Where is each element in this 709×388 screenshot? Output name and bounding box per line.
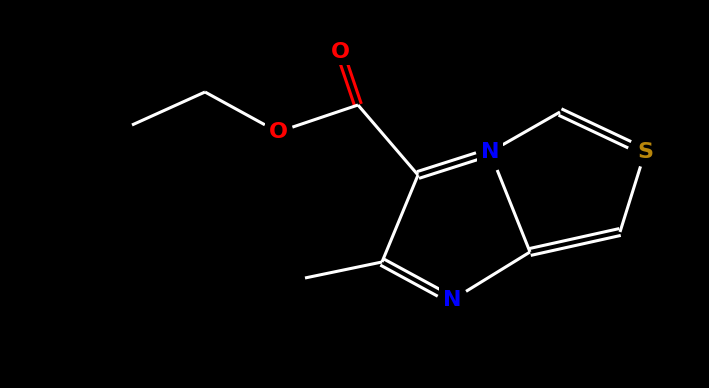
Text: O: O [330, 42, 350, 62]
Text: O: O [269, 122, 288, 142]
Text: N: N [442, 290, 462, 310]
Text: N: N [481, 142, 499, 162]
Text: S: S [637, 142, 653, 162]
